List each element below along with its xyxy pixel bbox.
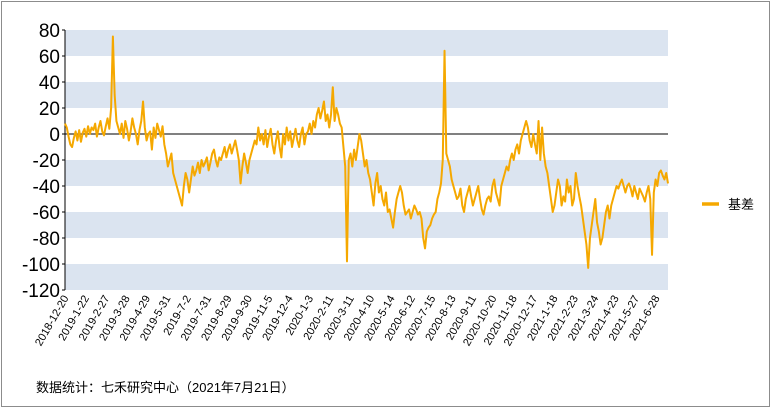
band-1 [65, 82, 668, 108]
y-tick-label: 60 [39, 47, 60, 68]
legend-label: 基差 [728, 197, 754, 212]
series-layer [64, 35, 669, 269]
y-tick-label: 0 [49, 125, 60, 146]
band-4 [65, 264, 668, 290]
y-tick-label: -60 [33, 203, 60, 224]
background-bands [65, 30, 668, 290]
y-tick-label: 40 [39, 73, 60, 94]
y-tick-label: -120 [22, 281, 60, 302]
y-tick-label: -40 [33, 177, 60, 198]
band-3 [65, 212, 668, 238]
series-line-0 [64, 35, 669, 269]
legend: 基差 [702, 197, 754, 212]
x-tick-labels: 2018-12-202019-1-222019-2-272019-3-28201… [33, 293, 663, 348]
source-note: 数据统计：七禾研究中心（2021年7月21日） [36, 380, 295, 395]
y-tick-label: -20 [33, 151, 60, 172]
y-tick-label: -80 [33, 229, 60, 250]
y-tick-label: 80 [39, 21, 60, 42]
y-tick-label: -100 [22, 255, 60, 276]
y-tick-labels: 80 60 40 20 0 -20 -40 -60 -80 -100 -120 [22, 21, 65, 302]
y-tick-label: 20 [39, 99, 60, 120]
band-0 [65, 30, 668, 56]
